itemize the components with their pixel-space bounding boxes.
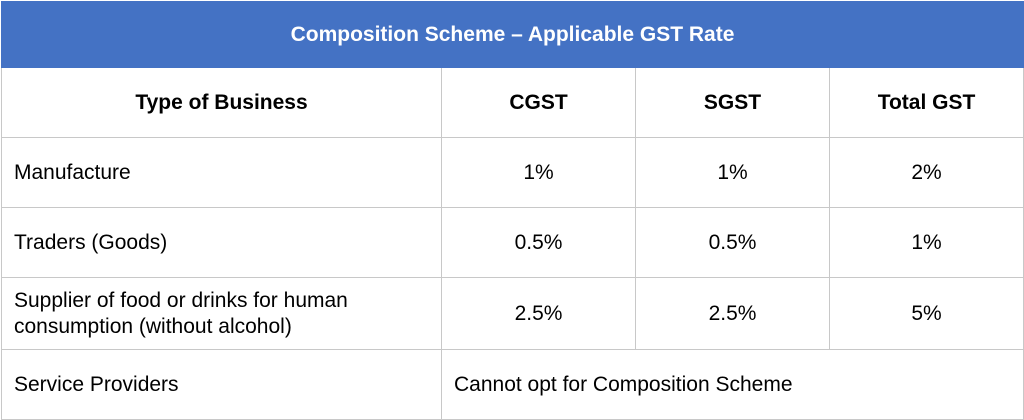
header-cgst: CGST xyxy=(441,67,636,138)
type-cell: Supplier of food or drinks for human con… xyxy=(1,277,442,350)
total-gst-cell: 2% xyxy=(829,137,1024,208)
header-type-of-business: Type of Business xyxy=(1,67,442,138)
type-cell: Manufacture xyxy=(1,137,442,208)
header-row: Type of Business CGST SGST Total GST xyxy=(1,67,1024,138)
sgst-cell: 2.5% xyxy=(635,277,830,350)
cgst-cell: 0.5% xyxy=(441,207,636,278)
cgst-cell: 1% xyxy=(441,137,636,208)
type-line-1: Supplier of food or drinks for human xyxy=(14,288,348,312)
type-line-2: consumption (without alcohol) xyxy=(14,314,292,338)
cgst-cell: 2.5% xyxy=(441,277,636,350)
total-gst-cell: 5% xyxy=(829,277,1024,350)
table-title: Composition Scheme – Applicable GST Rate xyxy=(1,1,1024,68)
title-row: Composition Scheme – Applicable GST Rate xyxy=(1,1,1024,68)
table-row-manufacture: Manufacture 1% 1% 2% xyxy=(1,137,1024,208)
header-sgst: SGST xyxy=(635,67,830,138)
header-total-gst: Total GST xyxy=(829,67,1024,138)
table-row-traders: Traders (Goods) 0.5% 0.5% 1% xyxy=(1,207,1024,278)
total-gst-cell: 1% xyxy=(829,207,1024,278)
composition-note-cell: Cannot opt for Composition Scheme xyxy=(441,349,1024,420)
sgst-cell: 0.5% xyxy=(635,207,830,278)
type-cell: Traders (Goods) xyxy=(1,207,442,278)
type-cell: Service Providers xyxy=(1,349,442,420)
table-row-food-supplier: Supplier of food or drinks for human con… xyxy=(1,277,1024,350)
sgst-cell: 1% xyxy=(635,137,830,208)
table-row-service-providers: Service Providers Cannot opt for Composi… xyxy=(1,349,1024,420)
